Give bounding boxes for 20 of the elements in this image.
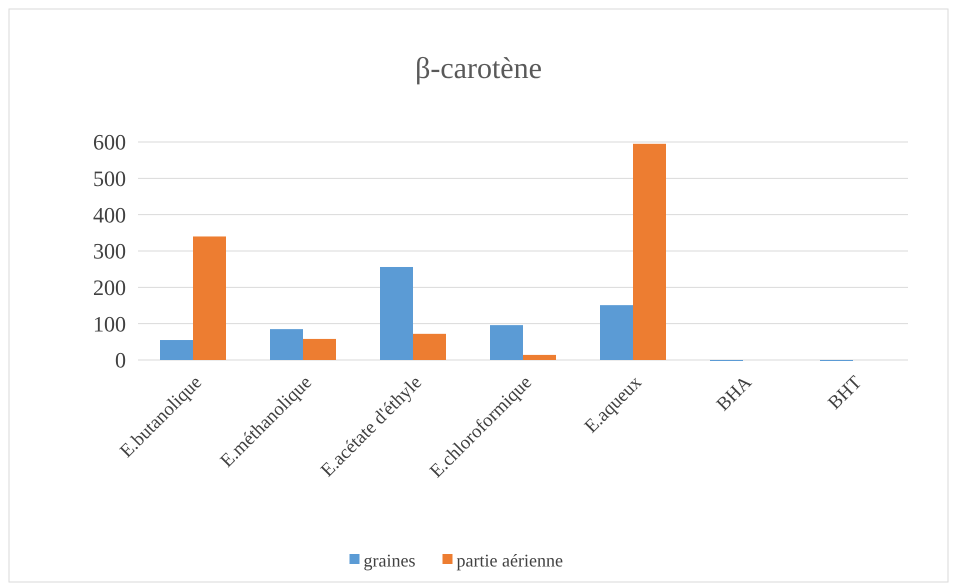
bar (193, 236, 226, 360)
bar (270, 329, 303, 360)
legend-label: graines (364, 550, 416, 570)
bar (600, 305, 633, 360)
y-tick-label: 0 (115, 348, 126, 373)
bar (523, 354, 556, 360)
bar (633, 144, 666, 360)
chart-title: β-carotène (415, 52, 542, 85)
bar (303, 338, 336, 360)
bar (380, 266, 413, 360)
y-tick-label: 300 (93, 238, 126, 264)
bar (160, 340, 193, 360)
y-tick-label: 400 (93, 202, 126, 228)
bar (490, 325, 523, 360)
y-tick-label: 600 (93, 130, 126, 155)
legend-label: partie aérienne (456, 550, 563, 570)
y-tick-label: 200 (93, 275, 126, 300)
bar (413, 334, 446, 360)
y-tick-label: 500 (93, 166, 126, 192)
y-tick-label: 100 (93, 311, 126, 336)
